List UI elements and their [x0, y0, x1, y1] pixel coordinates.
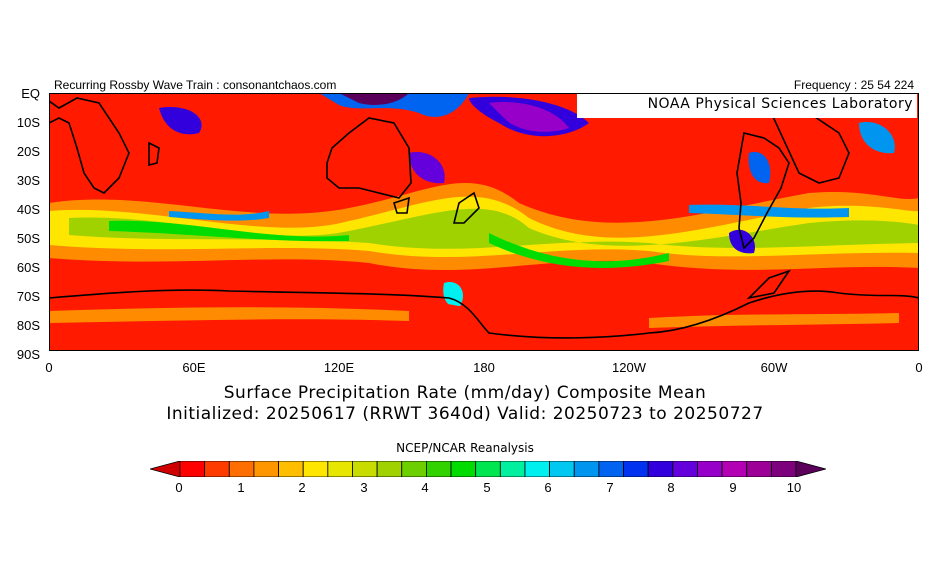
colorbar-swatch	[499, 461, 526, 477]
lat-label: 40S	[16, 202, 40, 217]
colorbar-swatch	[549, 461, 575, 477]
lat-label: 50S	[16, 231, 40, 246]
colorbar-label: 0	[175, 480, 183, 495]
colorbar-swatch	[376, 461, 403, 477]
colorbar-swatch	[721, 461, 748, 477]
credit-box	[577, 94, 917, 118]
lon-label: 0	[915, 360, 923, 375]
lon-label: 60W	[760, 360, 788, 375]
colorbar-swatch	[647, 461, 674, 477]
lat-label: 10S	[16, 115, 40, 130]
lon-label: 60E	[182, 360, 206, 375]
lon-label: 120W	[612, 360, 646, 375]
colorbar	[150, 461, 826, 477]
header-source-text: Recurring Rossby Wave Train : consonantc…	[54, 78, 337, 92]
colorbar-swatch	[672, 461, 698, 477]
reanalysis-label: NCEP/NCAR Reanalysis	[396, 441, 534, 455]
colorbar-swatch	[598, 461, 624, 477]
colorbar-arrow-right	[795, 461, 826, 477]
colorbar-swatch	[425, 461, 452, 477]
colorbar-label: 4	[421, 480, 429, 495]
credit-label: NOAA Physical Sciences Laboratory	[647, 96, 913, 112]
colorbar-label: 3	[360, 480, 368, 495]
colorbar-swatch	[475, 461, 501, 477]
colorbar-label: 7	[606, 480, 614, 495]
colorbar-swatch	[228, 461, 255, 477]
lat-label: 70S	[16, 289, 40, 304]
lat-label: 90S	[16, 347, 40, 362]
lat-label: 60S	[16, 260, 40, 275]
lat-label: EQ	[21, 86, 40, 101]
colorbar-swatch	[253, 461, 279, 477]
lon-label: 180	[473, 360, 495, 375]
colorbar-swatch	[327, 461, 353, 477]
lat-label: 20S	[16, 144, 40, 159]
colorbar-label: 8	[667, 480, 675, 495]
colorbar-label: 2	[298, 480, 306, 495]
colorbar-label: 9	[729, 480, 737, 495]
colorbar-swatch	[770, 461, 797, 477]
colorbar-swatch	[623, 461, 649, 477]
colorbar-swatch	[524, 461, 550, 477]
caption-line-1: Surface Precipitation Rate (mm/day) Comp…	[223, 383, 707, 403]
colorbar-swatch	[352, 461, 378, 477]
colorbar-swatch	[302, 461, 329, 477]
lon-label: 0	[45, 360, 53, 375]
lat-label: 30S	[16, 173, 40, 188]
header-frequency-text: Frequency : 25 54 224	[793, 78, 914, 92]
colorbar-label: 1	[237, 480, 245, 495]
colorbar-label: 5	[483, 480, 491, 495]
colorbar-swatch	[450, 461, 477, 477]
colorbar-swatch	[179, 461, 206, 477]
lon-label: 120E	[323, 360, 355, 375]
colorbar-swatch	[697, 461, 723, 477]
colorbar-swatch	[573, 461, 600, 477]
colorbar-swatch	[401, 461, 427, 477]
colorbar-swatch	[278, 461, 304, 477]
colorbar-arrow-left	[150, 461, 181, 477]
caption-line-2: Initialized: 20250617 (RRWT 3640d) Valid…	[166, 404, 764, 424]
colorbar-label: 6	[544, 480, 552, 495]
colorbar-label: 10	[786, 480, 802, 495]
lat-label: 80S	[16, 318, 40, 333]
colorbar-swatch	[746, 461, 772, 477]
colorbar-swatch	[204, 461, 230, 477]
precipitation-map	[49, 93, 919, 351]
